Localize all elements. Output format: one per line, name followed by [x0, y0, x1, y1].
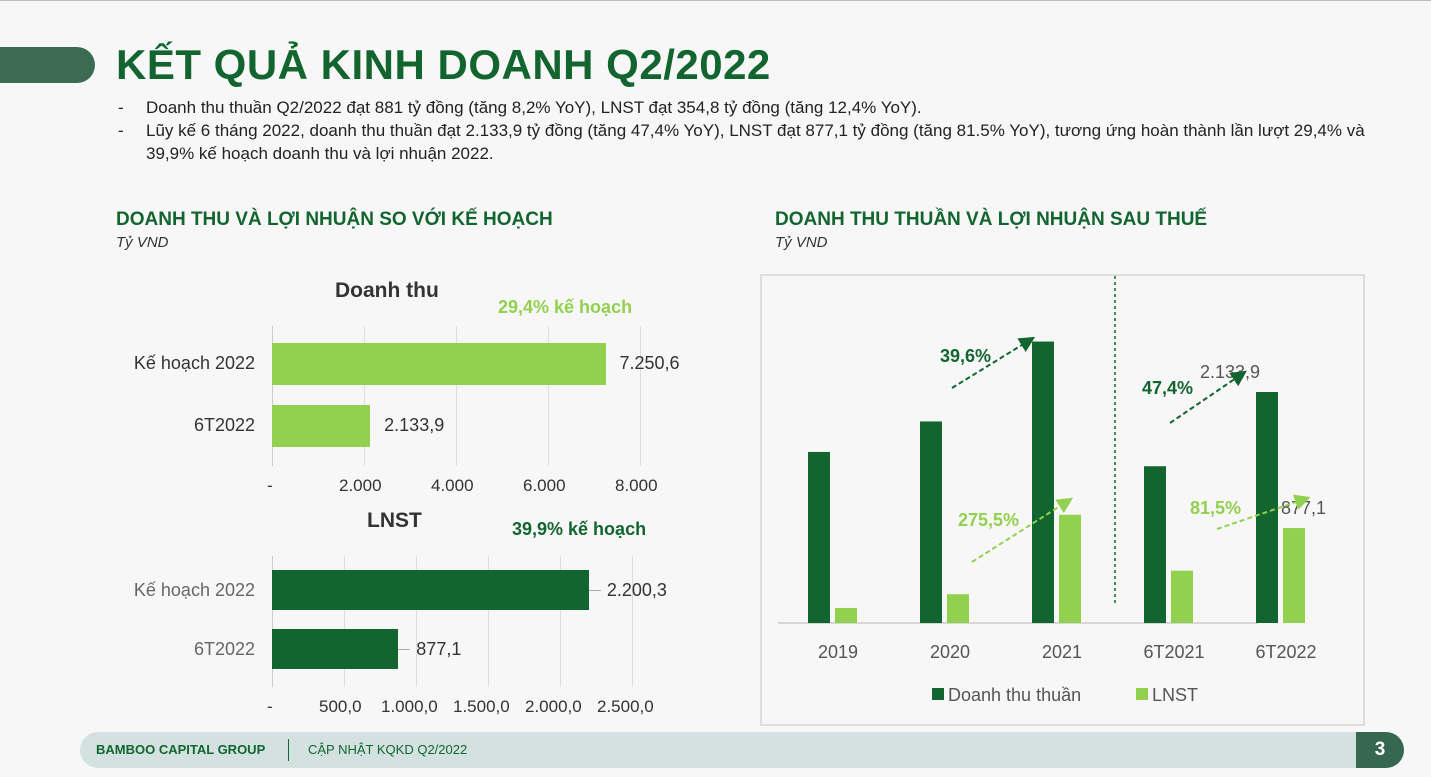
chart-title: Doanh thu — [335, 279, 439, 302]
legend-label-profit: LNST — [1152, 685, 1198, 705]
x-tick-label: 4.000 — [431, 476, 474, 495]
x-tick-label: 1.000,0 — [381, 697, 438, 716]
value-label: 7.250,6 — [619, 353, 680, 373]
bar-doanh-thu-thuần — [920, 421, 942, 623]
value-label: 2.133,9 — [384, 415, 445, 435]
leader-line — [398, 649, 411, 650]
gridline — [632, 556, 633, 687]
x-tick-label: - — [267, 476, 273, 495]
x-tick-label: 2019 — [818, 642, 858, 662]
growth-arrow — [1169, 370, 1247, 424]
legend-swatch-profit — [1136, 688, 1148, 700]
page-number: 3 — [1356, 732, 1404, 768]
plan-annotation: 39,9% kế hoạch — [512, 519, 647, 539]
value-label: 2.200,3 — [606, 580, 667, 600]
x-tick-label: 6T2021 — [1143, 642, 1204, 662]
gridline — [364, 326, 365, 466]
gridline — [456, 326, 457, 466]
x-tick-label: 2.500,0 — [597, 697, 654, 716]
gridline — [416, 556, 417, 687]
x-tick-label: 1.500,0 — [453, 697, 510, 716]
x-tick-label: 2020 — [930, 642, 970, 662]
bar-lnst — [947, 594, 969, 623]
leader-line — [588, 590, 601, 591]
profit-plan-chart: LNST 39,9% kế hoạch - 500,0 1.000,0 1.500,0 2.… — [0, 501, 720, 726]
revenue-profit-chart: 2019 2020 2021 6T2021 6T2022 2.133,9 877,1 39,6… — [778, 276, 1326, 705]
gridline — [548, 326, 549, 466]
x-tick-label: 6.000 — [523, 476, 566, 495]
bar-doanh-thu-thuần — [1144, 466, 1166, 623]
bar-lnst — [1283, 528, 1305, 623]
title-accent-bar — [0, 47, 95, 83]
left-section-unit: Tỷ VND — [116, 234, 169, 251]
bar — [272, 343, 606, 385]
gridline — [640, 326, 641, 466]
gridline — [560, 556, 561, 687]
x-tick-label: - — [267, 697, 273, 716]
chart-title: LNST — [367, 509, 422, 532]
bar — [272, 570, 589, 610]
value-label: 877,1 — [416, 639, 462, 659]
x-tick-label: 2.000 — [339, 476, 382, 495]
x-tick-label: 2.000,0 — [525, 697, 582, 716]
category-label: 6T2022 — [193, 415, 255, 435]
legend-swatch-revenue — [932, 688, 944, 700]
footer-bar: BAMBOO CAPITAL GROUP CẬP NHẬT KQKD Q2/20… — [80, 732, 1356, 768]
data-label-profit-6t2022: 877,1 — [1281, 498, 1326, 518]
bullet-2: - Lũy kế 6 tháng 2022, doanh thu thuần đạ… — [118, 121, 1365, 163]
right-section-unit: Tỷ VND — [775, 234, 828, 251]
bar-lnst — [1171, 570, 1193, 623]
gridline — [488, 556, 489, 687]
page-title: KẾT QUẢ KINH DOANH Q2/2022 — [116, 41, 771, 88]
category-label: Kế hoạch 2022 — [133, 580, 255, 600]
legend-label-revenue: Doanh thu thuần — [948, 685, 1081, 705]
bullet-1: - Doanh thu thuần Q2/2022 đạt 881 tỷ đồng… — [118, 98, 922, 117]
growth-arrow — [951, 336, 1036, 389]
growth-label: 275,5% — [958, 510, 1019, 530]
footer-subtitle: CẬP NHẬT KQKD Q2/2022 — [308, 742, 468, 757]
bar-doanh-thu-thuần — [808, 451, 830, 623]
gridline — [344, 556, 345, 687]
axis-line — [272, 326, 273, 466]
growth-label: 39,6% — [940, 346, 991, 366]
growth-label: 47,4% — [1142, 378, 1193, 398]
footer-divider — [288, 739, 289, 761]
x-tick-label: 2021 — [1042, 642, 1082, 662]
x-tick-label: 8.000 — [615, 476, 658, 495]
growth-label: 81,5% — [1190, 498, 1241, 518]
revenue-plan-chart: Doanh thu 29,4% kế hoạch - 2.000 4.000 6.000 8… — [0, 271, 720, 501]
category-label: 6T2022 — [193, 639, 255, 659]
bar-lnst — [835, 607, 857, 623]
bar — [272, 405, 371, 447]
growth-arrow — [971, 497, 1074, 563]
bar-doanh-thu-thuần — [1032, 341, 1054, 623]
left-section-title: DOANH THU VÀ LỢI NHUẬN SO VỚI KẾ HOẠCH — [116, 209, 553, 230]
footer-company: BAMBOO CAPITAL GROUP — [96, 742, 266, 757]
x-tick-label: 500,0 — [319, 697, 362, 716]
category-label: Kế hoạch 2022 — [133, 353, 255, 373]
right-section-title: DOANH THU THUẦN VÀ LỢI NHUẬN SAU THUẾ — [775, 209, 1208, 230]
bar-lnst — [1059, 514, 1081, 623]
axis-line — [272, 556, 273, 687]
bar-doanh-thu-thuần — [1256, 392, 1278, 623]
x-tick-label: 6T2022 — [1255, 642, 1316, 662]
plan-annotation: 29,4% kế hoạch — [498, 297, 633, 317]
data-label-revenue-6t2022: 2.133,9 — [1200, 362, 1260, 382]
bar — [272, 629, 399, 669]
